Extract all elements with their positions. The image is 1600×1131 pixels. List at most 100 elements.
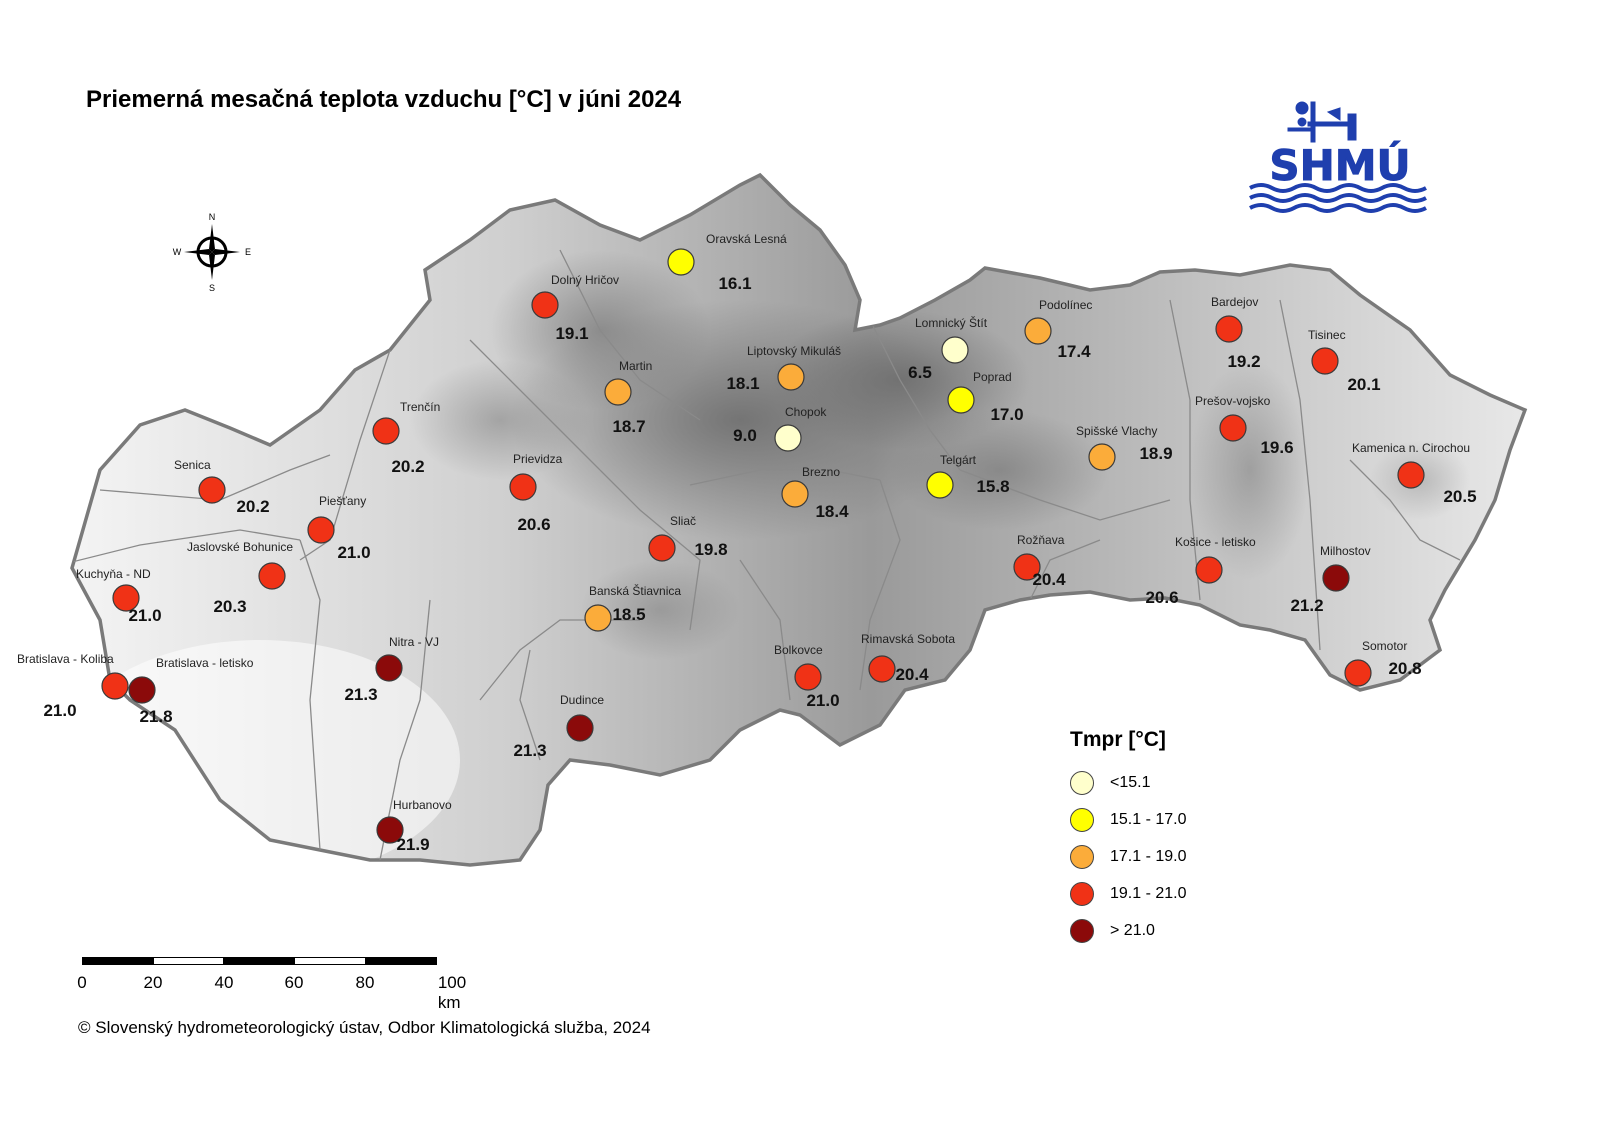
legend-swatch-1 xyxy=(1070,807,1094,832)
station-name: Tisinec xyxy=(1308,328,1346,342)
station-marker xyxy=(101,672,129,700)
station-marker xyxy=(509,473,537,501)
station: Somotor 20.8 xyxy=(1344,639,1422,687)
legend-swatch-2 xyxy=(1070,844,1094,869)
station-name: Somotor xyxy=(1362,639,1407,653)
station-value: 20.4 xyxy=(895,665,929,684)
station-value: 20.5 xyxy=(1443,487,1476,506)
station-value: 16.1 xyxy=(718,274,751,293)
station: Senica 20.2 xyxy=(174,458,270,516)
scale-segment-4 xyxy=(294,957,366,965)
scale-segment-5 xyxy=(365,957,437,965)
station-name: Poprad xyxy=(973,370,1012,384)
station-value: 20.6 xyxy=(517,515,550,534)
station-value: 18.7 xyxy=(612,417,645,436)
station: Prešov-vojsko 19.6 xyxy=(1195,394,1294,457)
station-name: Oravská Lesná xyxy=(706,232,787,246)
station: Bardejov 19.2 xyxy=(1211,295,1261,371)
scale-segment-2 xyxy=(153,957,224,965)
station-marker xyxy=(667,248,695,276)
station-marker xyxy=(566,714,594,742)
station-name: Rimavská Sobota xyxy=(861,632,955,646)
legend-item-4: > 21.0 xyxy=(1070,912,1187,949)
station-name: Spišské Vlachy xyxy=(1076,424,1157,438)
scale-tick-40: 40 xyxy=(214,973,234,992)
station-marker xyxy=(777,363,805,391)
station-name: Nitra - VJ xyxy=(389,635,439,649)
station-name: Prievidza xyxy=(513,452,563,466)
station-value: 19.2 xyxy=(1227,352,1260,371)
station-value: 19.8 xyxy=(694,540,727,559)
region-boundaries xyxy=(72,249,1461,861)
station-value: 21.3 xyxy=(513,741,546,760)
station: Bolkovce 21.0 xyxy=(774,643,840,710)
station-value: 21.0 xyxy=(337,543,370,562)
copyright-notice: © Slovenský hydrometeorologický ústav, O… xyxy=(78,1018,651,1037)
station: Lomnický Štít 6.5 xyxy=(908,315,988,382)
station: Tisinec 20.1 xyxy=(1308,328,1381,394)
compass-e: E xyxy=(245,247,251,257)
scale-tick-60: 60 xyxy=(284,973,304,992)
station: Bratislava - Koliba 21.0 xyxy=(17,652,129,720)
station-value: 21.0 xyxy=(806,691,839,710)
compass-rose-icon: N S W E xyxy=(173,212,251,292)
scale-segment-3 xyxy=(223,957,295,965)
shmu-logo-text: SHMÚ xyxy=(1269,140,1410,190)
station-name: Košice - letisko xyxy=(1175,535,1256,549)
station-name: Podolínec xyxy=(1039,298,1092,312)
scale-tick-20: 20 xyxy=(143,973,163,992)
station-value: 19.6 xyxy=(1260,438,1293,457)
station: Kamenica n. Cirochou 20.5 xyxy=(1352,441,1477,506)
station-value: 21.9 xyxy=(396,835,429,854)
compass-w: W xyxy=(173,247,182,257)
station-name: Milhostov xyxy=(1320,544,1371,558)
station: Martin 18.7 xyxy=(604,359,652,436)
station: Trenčín 20.2 xyxy=(372,400,440,476)
station: Bratislava - letisko 21.8 xyxy=(128,656,254,726)
compass-n: N xyxy=(209,212,216,222)
station: Piešťany 21.0 xyxy=(307,494,371,562)
station-value: 21.0 xyxy=(43,701,76,720)
scale-tick-80: 80 xyxy=(355,973,375,992)
station-marker xyxy=(1088,443,1116,471)
station-marker xyxy=(112,584,140,612)
station-marker xyxy=(1311,347,1339,375)
station-value: 21.2 xyxy=(1290,596,1323,615)
station-marker xyxy=(128,676,156,704)
station-value: 18.9 xyxy=(1139,444,1172,463)
station-marker xyxy=(258,562,286,590)
station-marker xyxy=(868,655,896,683)
station-value: 19.1 xyxy=(555,324,588,343)
station-name: Prešov-vojsko xyxy=(1195,394,1271,408)
station-marker xyxy=(781,480,809,508)
station: Spišské Vlachy 18.9 xyxy=(1076,424,1173,471)
legend-swatch-3 xyxy=(1070,881,1094,906)
station: Oravská Lesná 16.1 xyxy=(667,232,787,293)
station-value: 20.2 xyxy=(236,497,269,516)
station-value: 20.6 xyxy=(1145,588,1178,607)
station-name: Bratislava - letisko xyxy=(156,656,254,670)
station-name: Jaslovské Bohunice xyxy=(187,540,293,554)
station-marker xyxy=(531,291,559,319)
station: Prievidza 20.6 xyxy=(509,452,563,534)
station-marker xyxy=(774,424,802,452)
station-name: Hurbanovo xyxy=(393,798,452,812)
station-name: Telgárt xyxy=(940,453,977,467)
station-marker xyxy=(1215,315,1243,343)
station-marker xyxy=(926,471,954,499)
station-value: 17.4 xyxy=(1057,342,1091,361)
station: Hurbanovo 21.9 xyxy=(376,798,452,854)
station-marker xyxy=(1219,414,1247,442)
station: Milhostov 21.2 xyxy=(1290,544,1370,615)
station-value: 9.0 xyxy=(733,426,757,445)
station: Košice - letisko 20.6 xyxy=(1145,535,1256,607)
station-marker xyxy=(1344,659,1372,687)
station-value: 21.0 xyxy=(128,606,161,625)
station: Liptovský Mikuláš 18.1 xyxy=(726,344,841,393)
station: Podolínec 17.4 xyxy=(1024,298,1092,361)
station: Rožňava 20.4 xyxy=(1013,533,1066,589)
station: Dudince 21.3 xyxy=(513,693,604,760)
station: Jaslovské Bohunice 20.3 xyxy=(187,540,293,616)
station: Brezno 18.4 xyxy=(781,465,849,521)
